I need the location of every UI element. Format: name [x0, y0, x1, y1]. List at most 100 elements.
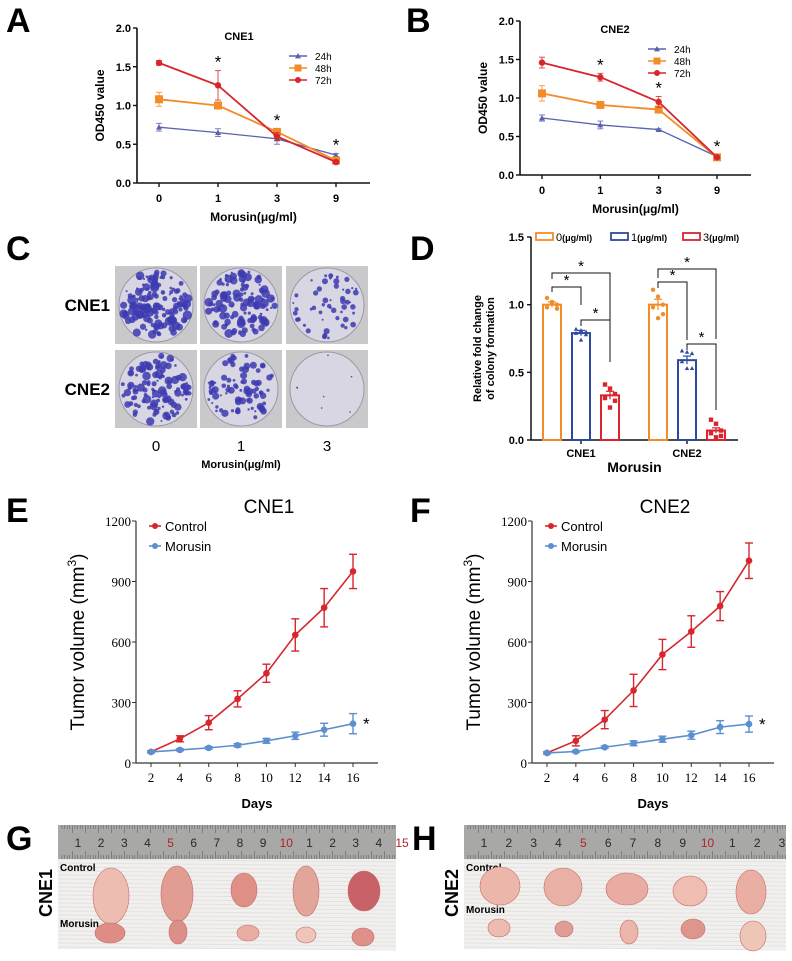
data-point-Control	[349, 568, 357, 575]
colony	[207, 398, 211, 401]
colony	[132, 412, 138, 417]
data-point-24h	[333, 152, 339, 158]
colony	[316, 286, 323, 292]
colony	[330, 274, 333, 277]
colony	[152, 412, 157, 417]
ruler-number: 10	[701, 836, 715, 850]
data-point-24h	[655, 126, 662, 132]
colony	[209, 390, 214, 395]
colony	[321, 303, 326, 307]
colony	[333, 278, 340, 285]
colony	[151, 389, 160, 398]
significance-bracket	[657, 268, 717, 339]
colony	[154, 314, 159, 320]
colony	[156, 379, 159, 382]
colony	[139, 323, 147, 330]
legend-label: 3(μg/ml)	[703, 232, 739, 244]
bar-0-CNE2	[648, 303, 668, 441]
panel-label-f: F	[410, 492, 431, 530]
colony	[340, 310, 343, 314]
colony	[244, 354, 249, 358]
data-point-72h	[214, 82, 222, 89]
colony	[229, 315, 235, 320]
colony	[254, 275, 262, 284]
data-point-Morusin	[659, 735, 666, 743]
colony	[292, 301, 295, 305]
data-point	[554, 302, 560, 307]
colony	[166, 379, 171, 384]
ruler-number: 2	[329, 836, 336, 850]
data-point-Morusin	[291, 732, 299, 740]
morusin-label: Morusin	[60, 919, 99, 930]
paper-texture	[463, 910, 787, 915]
colony	[122, 312, 130, 320]
series-line-72h	[158, 62, 337, 163]
y-tick-label: 2.0	[116, 23, 131, 35]
colony	[166, 354, 174, 363]
data-point	[655, 316, 661, 321]
data-point	[583, 329, 589, 334]
colony	[123, 311, 127, 315]
legend-swatch-1	[610, 232, 629, 241]
colony	[222, 360, 229, 367]
significance-asterisk: *	[215, 53, 222, 72]
ruler-number: 8	[237, 836, 244, 850]
colony	[213, 390, 217, 394]
colony	[139, 368, 144, 373]
x-tick-label: 6	[601, 770, 608, 785]
colony	[170, 329, 177, 336]
row-label-CNE2: CNE2	[65, 380, 110, 399]
data-point	[650, 305, 656, 310]
colony	[185, 381, 188, 385]
colony	[232, 378, 236, 382]
col-label: 3	[323, 438, 331, 455]
colony	[225, 283, 230, 287]
y-tick-label: 0.0	[116, 178, 131, 190]
data-point	[549, 301, 555, 306]
series-line-24h	[541, 117, 718, 158]
colony	[162, 296, 168, 302]
data-point-72h	[273, 133, 281, 140]
series-line-Control	[546, 560, 750, 754]
paper-texture	[57, 862, 397, 867]
legend-label: 0(μg/ml)	[556, 232, 592, 244]
ruler-number: 4	[555, 836, 562, 850]
data-point-Control	[687, 628, 695, 635]
colony	[149, 402, 158, 411]
x-tick-label: 14	[714, 770, 728, 785]
y-tick-label: 1.0	[116, 101, 131, 113]
paper-texture	[57, 946, 397, 951]
x-tick-label: 9	[333, 193, 339, 205]
y-axis-label: OD450 value	[93, 69, 107, 141]
data-point	[573, 330, 579, 335]
colony	[238, 397, 243, 402]
y-tick-label: 0.5	[509, 367, 524, 379]
series-line-Control	[150, 570, 354, 753]
colony	[135, 297, 139, 301]
y-tick-label: 0.5	[116, 139, 131, 151]
colony	[223, 312, 230, 319]
colony	[331, 307, 337, 313]
colony	[231, 355, 237, 361]
ruler-number: 8	[654, 836, 661, 850]
colony	[124, 401, 131, 408]
colony	[143, 393, 148, 397]
colony	[178, 372, 187, 382]
chart-d-colony-bar: 0.0 0.5 1.0 1.5 CNE1 CNE2 Morusin Relative fold…	[472, 232, 739, 475]
colony	[169, 286, 173, 290]
colony	[295, 317, 300, 322]
colony	[172, 321, 181, 330]
colony	[329, 306, 332, 309]
paper-texture	[57, 866, 397, 871]
colony	[142, 283, 151, 291]
colony	[171, 314, 175, 318]
colony	[170, 401, 178, 408]
colony	[218, 304, 228, 313]
colony	[344, 325, 348, 330]
tumor-morusin	[487, 918, 511, 938]
data-point-Control	[176, 735, 184, 743]
x-tick-label: 10	[260, 770, 273, 785]
colony	[135, 287, 139, 290]
colony	[313, 290, 319, 296]
series-line-Morusin	[546, 723, 750, 754]
